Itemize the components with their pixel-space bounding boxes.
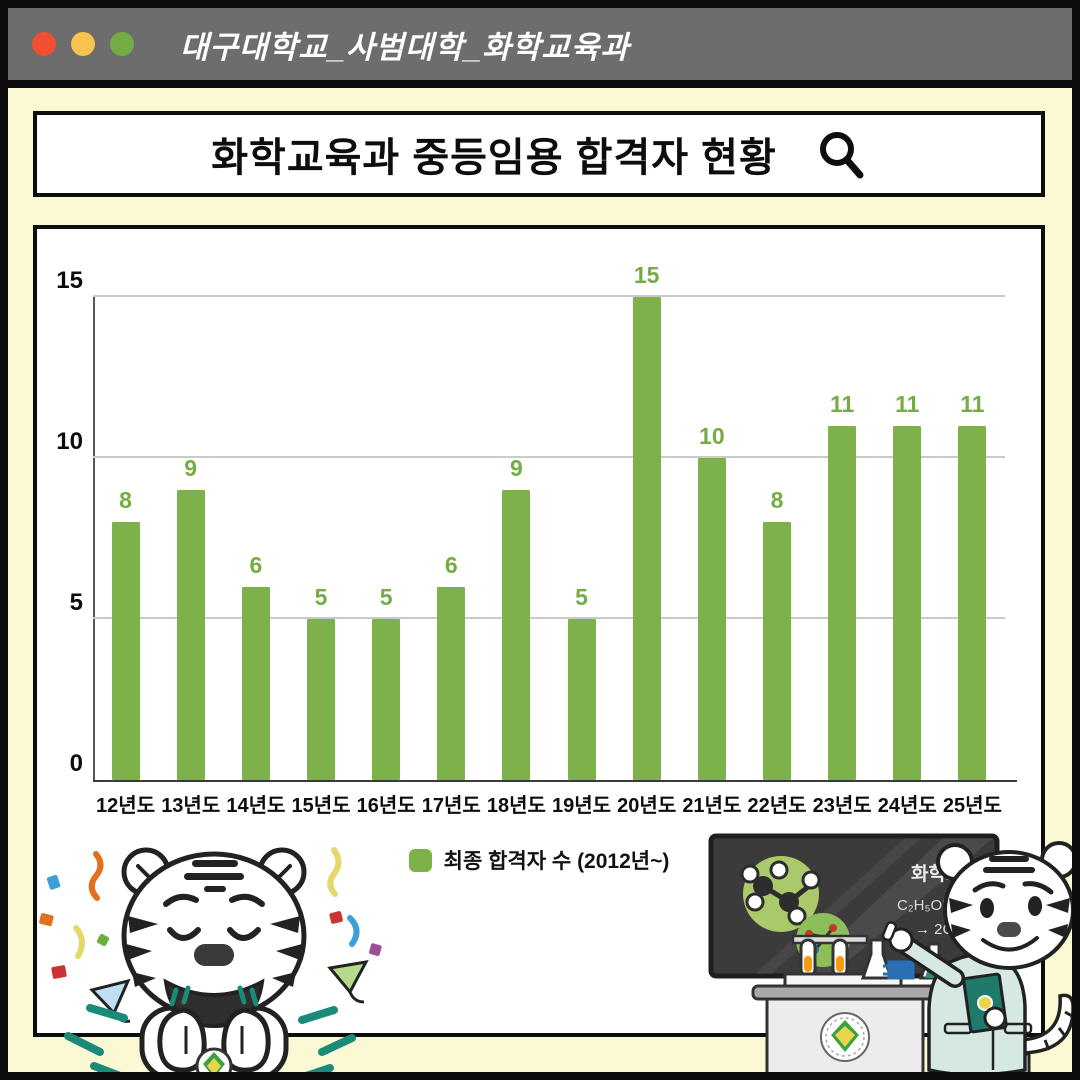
y-axis — [93, 297, 95, 782]
bar — [893, 425, 922, 780]
bar — [762, 522, 791, 780]
bar — [697, 458, 726, 780]
y-tick-label: 5 — [69, 589, 83, 617]
x-axis-labels: 12년도 13년도 14년도 15년도 16년도 17년도 18년도 19년도 20년도 21년도… — [93, 789, 1005, 818]
window-title: 대구대학교_사범대학_화학교육과 — [180, 29, 630, 65]
x-axis-label: 12년도 — [96, 795, 156, 817]
bar-value-label: 5 — [314, 584, 328, 611]
bar-column: 6 — [223, 297, 288, 780]
page-title: 화학교육과 중등임용 합격자 현황 — [211, 136, 777, 180]
gridline-y10 — [93, 456, 1005, 459]
bar — [632, 297, 661, 780]
tiger-teacher-mascot-icon: 화학교육 C₂H₅OH + 3O₂ → 2CO₂ + 3H₂O — [708, 833, 1078, 1078]
bar — [241, 586, 270, 780]
x-axis-label: 19년도 — [552, 795, 612, 817]
x-axis-label: 17년도 — [421, 795, 481, 817]
y-tick-label: 15 — [56, 267, 83, 294]
bar-value-label: 11 — [960, 390, 985, 417]
bar-value-label: 6 — [249, 551, 263, 578]
bar-column: 5 — [288, 297, 353, 780]
gridline-y15 — [93, 295, 1005, 297]
x-axis-label: 13년도 — [161, 795, 221, 817]
y-tick-label: 10 — [56, 428, 83, 456]
gridline-y5 — [93, 617, 1005, 620]
bar-column: 11 — [875, 297, 940, 780]
close-window-icon[interactable] — [32, 32, 56, 56]
bar-column: 11 — [940, 297, 1005, 780]
bar-column: 8 — [93, 297, 158, 780]
x-axis-label: 18년도 — [486, 795, 546, 817]
x-axis-label: 15년도 — [291, 795, 351, 817]
bar-value-label: 6 — [444, 551, 458, 578]
bar — [502, 490, 531, 780]
bar-value-label: 8 — [770, 487, 784, 514]
bar-value-label: 11 — [895, 390, 920, 417]
bar-value-label: 9 — [510, 455, 523, 482]
x-axis-label: 14년도 — [226, 795, 286, 817]
window-titlebar: 대구대학교_사범대학_화학교육과 — [8, 8, 1072, 88]
window-controls — [32, 32, 134, 56]
bar-series: 8 9 6 5 5 6 9 5 15 10 8 11 11 11 — [93, 262, 1005, 780]
bar-column: 6 — [419, 297, 484, 780]
celebrating-tiger-mascot-icon — [39, 847, 382, 1078]
bar — [958, 425, 987, 780]
chart-legend: 최종 합격자 수 (2012년~) — [37, 845, 1041, 875]
bar-value-label: 10 — [699, 423, 725, 450]
plot-area: 8 9 6 5 5 6 9 5 15 10 8 11 11 11 0 5 10 15 — [56, 262, 1017, 782]
bar-column: 15 — [614, 262, 679, 780]
bar-value-label: 5 — [379, 584, 393, 611]
x-axis-label: 24년도 — [877, 795, 937, 817]
x-axis-label: 20년도 — [617, 795, 677, 817]
minimize-window-icon[interactable] — [71, 32, 95, 56]
bar — [372, 619, 401, 780]
bar-value-label: 15 — [633, 262, 660, 288]
x-axis-label: 25년도 — [942, 795, 1002, 817]
x-axis-label: 16년도 — [356, 795, 416, 817]
x-axis-label: 22년도 — [747, 795, 807, 817]
bar-column: 9 — [484, 297, 549, 780]
legend-label: 최종 합격자 수 (2012년~) — [443, 850, 670, 873]
search-icon[interactable] — [815, 128, 867, 180]
bar-column: 10 — [679, 297, 744, 780]
bar-value-label: 9 — [184, 455, 198, 482]
bar — [567, 619, 596, 780]
bar — [437, 586, 466, 780]
bar — [111, 522, 140, 780]
search-title-box: 화학교육과 중등임용 합격자 현황 — [33, 111, 1045, 197]
maximize-window-icon[interactable] — [110, 32, 134, 56]
bar-column: 9 — [158, 297, 223, 780]
bar — [828, 425, 857, 780]
legend-swatch — [408, 848, 432, 872]
x-axis-label: 23년도 — [812, 795, 872, 817]
bar-column: 5 — [549, 297, 614, 780]
bar — [306, 619, 335, 780]
bar-value-label: 11 — [829, 390, 855, 417]
bar-column: 8 — [744, 297, 809, 780]
bar — [176, 490, 205, 780]
bar-column: 5 — [354, 297, 419, 780]
x-axis — [93, 780, 1017, 782]
bar-value-label: 8 — [119, 487, 132, 514]
bar-column: 11 — [810, 297, 875, 780]
y-tick-label: 0 — [69, 750, 83, 777]
bar-value-label: 5 — [575, 584, 588, 611]
x-axis-label: 21년도 — [682, 795, 742, 817]
